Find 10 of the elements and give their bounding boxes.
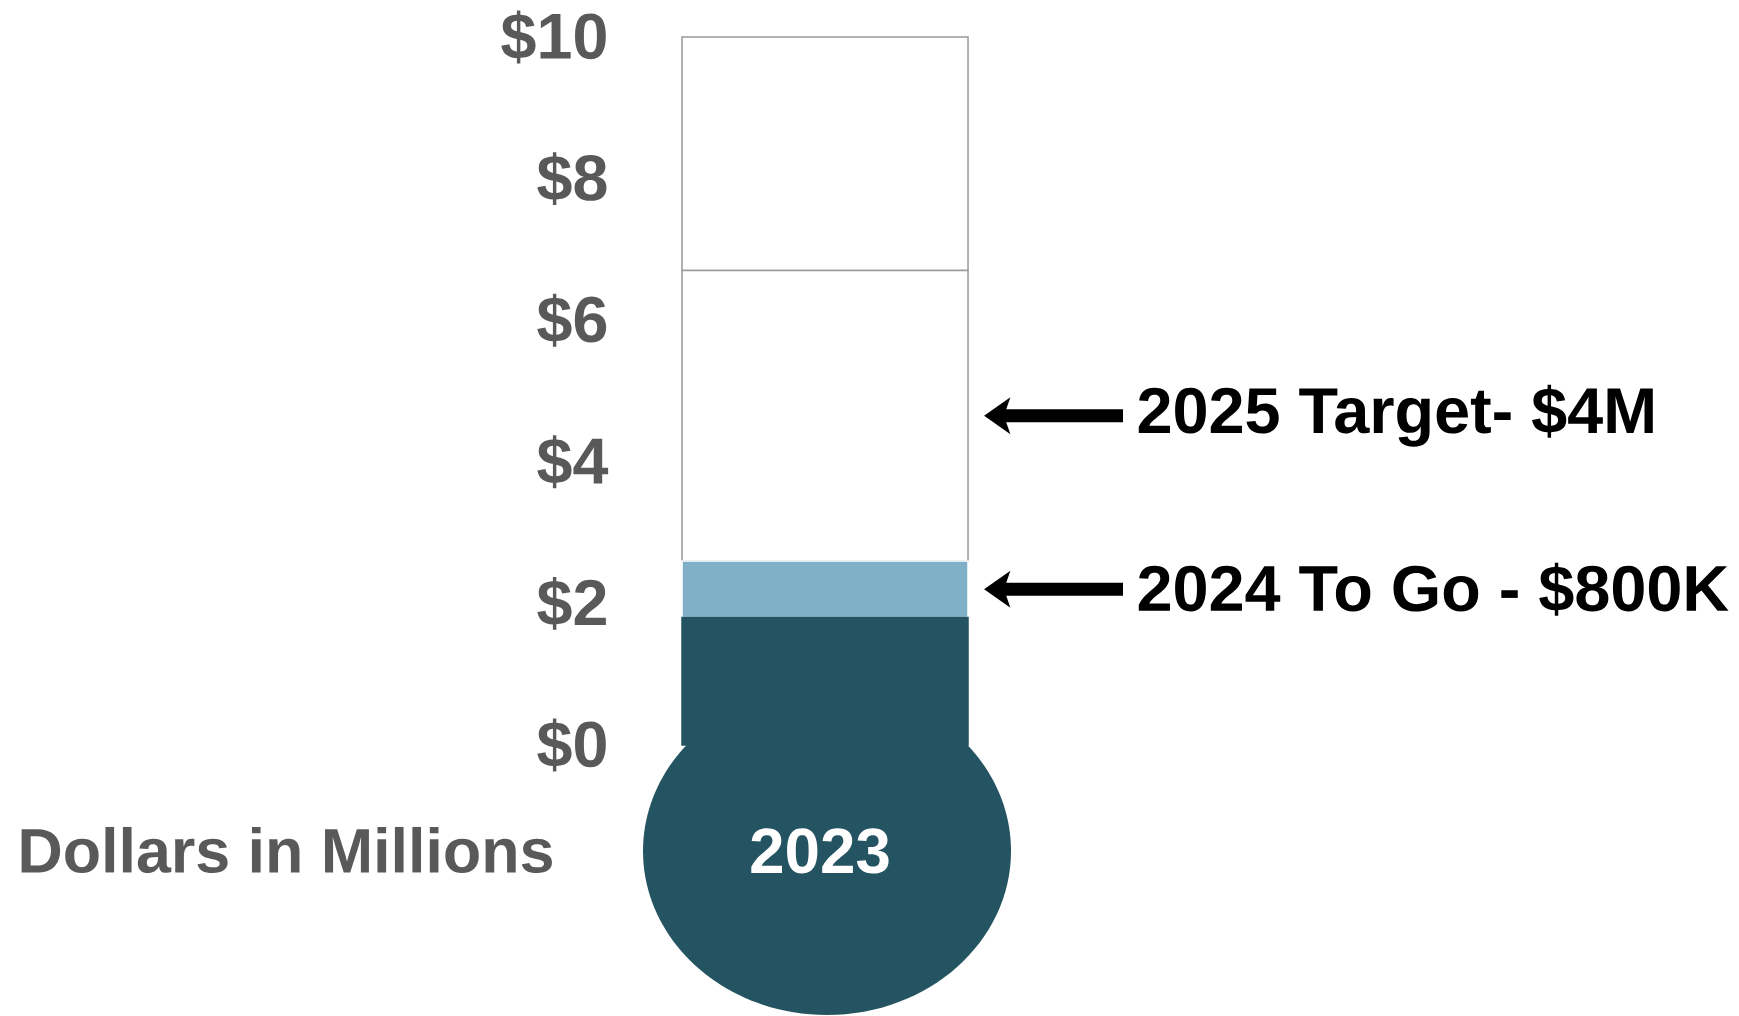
text: 2023 xyxy=(751,828,889,874)
y-axis-title: Dollars in Millions xyxy=(21,826,552,874)
y-tick-label: $4 xyxy=(537,435,609,489)
y-tick-label: $6 xyxy=(537,293,607,347)
y-tick-label: $0 xyxy=(537,718,606,772)
y-tick-label: $8 xyxy=(537,152,607,206)
y-tick-label: $10 xyxy=(501,10,606,64)
text: 2024 To Go - $800K xyxy=(1138,562,1729,616)
text: 2025 Target- $4M xyxy=(1138,384,1653,447)
y-tick-label: $2 xyxy=(537,576,606,630)
